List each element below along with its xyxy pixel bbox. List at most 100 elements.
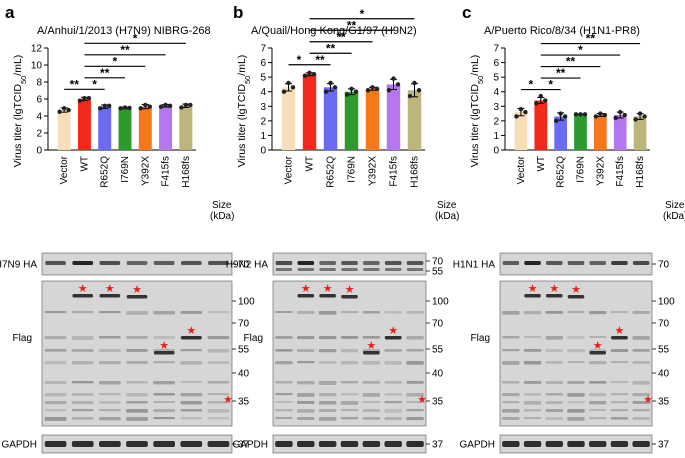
bar-Y392X xyxy=(594,115,607,150)
bar-I769N xyxy=(574,114,587,150)
band-star: ★ xyxy=(571,283,581,296)
blot-band xyxy=(384,336,402,340)
blot-band xyxy=(126,361,148,364)
data-point xyxy=(286,80,291,86)
size-label: Size xyxy=(665,200,685,211)
blot-band xyxy=(126,349,148,352)
blot-band xyxy=(207,393,230,396)
data-point xyxy=(543,98,548,103)
blot-band xyxy=(340,361,359,365)
bar-H168fs xyxy=(179,105,193,150)
panel-title: A/Puerto Rico/8/34 (H1N1-PR8) xyxy=(484,25,640,37)
blot-band xyxy=(71,441,94,447)
band-star: ★ xyxy=(388,324,398,337)
blot-band xyxy=(384,349,402,352)
blot-band xyxy=(610,361,629,364)
data-point xyxy=(582,112,588,117)
blot-band xyxy=(207,441,230,447)
significance-label: ** xyxy=(556,66,566,80)
blot-band xyxy=(362,441,381,447)
blot-band xyxy=(44,361,67,365)
blot-band xyxy=(297,268,315,271)
blot-band xyxy=(384,401,402,404)
blot-band xyxy=(632,361,650,364)
data-point xyxy=(163,102,168,108)
blot-band xyxy=(545,393,563,396)
significance-label: * xyxy=(133,31,138,45)
x-tick-label: R652Q xyxy=(326,156,337,188)
blot-band xyxy=(340,311,359,314)
marker-label: 40 xyxy=(238,369,250,380)
marker-label: 55 xyxy=(238,345,250,356)
significance-label: * xyxy=(113,54,118,68)
y-tick-label: 12 xyxy=(31,44,43,55)
marker-label: 35 xyxy=(658,397,670,408)
data-point xyxy=(183,102,189,108)
panel-letter: b xyxy=(233,3,243,22)
blot-label: H7N9 HA xyxy=(0,260,37,271)
blot-band xyxy=(153,393,175,396)
data-point xyxy=(391,76,396,81)
blot-band xyxy=(610,401,629,404)
blot-band xyxy=(297,261,315,265)
data-point xyxy=(374,86,380,92)
blot-band xyxy=(611,261,628,265)
blot-band xyxy=(153,349,175,352)
marker-label: 37 xyxy=(238,440,250,451)
blot-band xyxy=(297,441,315,447)
blot-band xyxy=(275,417,293,420)
panel-letter: c xyxy=(462,3,471,22)
marker-label: 37 xyxy=(658,440,670,451)
data-point xyxy=(127,105,132,111)
blot-band xyxy=(180,441,203,447)
blot-band xyxy=(340,336,359,339)
y-tick-label: 0 xyxy=(493,146,499,157)
blot-band xyxy=(502,361,520,365)
x-tick-label: R652Q xyxy=(100,156,111,188)
blot-band xyxy=(126,336,148,339)
blot-band xyxy=(318,336,337,340)
blot-band xyxy=(153,409,175,413)
bar-H168fs xyxy=(407,90,422,150)
blot-band xyxy=(71,311,94,314)
blot-band xyxy=(153,381,175,385)
x-tick-label: WT xyxy=(536,156,547,172)
blot-band xyxy=(126,409,148,413)
blot-band xyxy=(126,381,148,384)
data-point xyxy=(407,93,413,99)
blot-band xyxy=(523,361,542,365)
size-unit-label: (kDa) xyxy=(210,211,234,222)
blot-band xyxy=(297,381,315,385)
data-point xyxy=(328,80,333,86)
blot-band xyxy=(589,351,606,355)
blot-band xyxy=(406,393,424,397)
band-star: ★ xyxy=(366,339,376,352)
y-tick-label: 0 xyxy=(36,146,42,157)
blot-band xyxy=(362,417,381,420)
blot-band xyxy=(126,441,148,447)
blot-band xyxy=(71,361,94,365)
blot-label: Flag xyxy=(471,333,490,344)
blot-band xyxy=(71,336,94,340)
blot-band xyxy=(632,336,650,340)
data-point xyxy=(622,112,627,118)
blot-band xyxy=(502,381,520,384)
significance-label: * xyxy=(360,7,365,21)
y-tick-label: 2 xyxy=(36,129,42,140)
blot-band xyxy=(406,311,424,314)
blot-band xyxy=(362,311,381,314)
blot-band xyxy=(341,268,358,271)
bar-F415fs xyxy=(386,84,401,150)
blot-band xyxy=(275,381,293,384)
marker-label: 35 xyxy=(432,397,444,408)
band-star: ★ xyxy=(345,283,355,296)
blot-band xyxy=(319,261,336,265)
band-star: ★ xyxy=(223,393,233,406)
data-point xyxy=(518,107,524,112)
blot-band xyxy=(384,381,402,384)
marker-label: 70 xyxy=(238,319,250,330)
blot-band xyxy=(632,441,650,447)
y-tick-label: 8 xyxy=(36,78,42,89)
blot-band xyxy=(589,336,607,339)
